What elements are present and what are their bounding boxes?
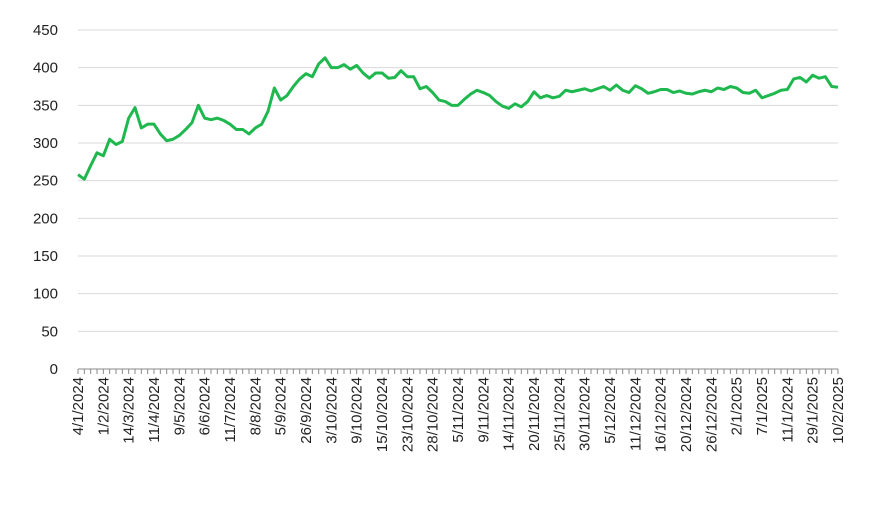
x-tick-label: 16/12/2024 — [653, 377, 670, 452]
x-tick-label: 20/11/2024 — [526, 377, 543, 451]
x-tick-label: 11/1/2024 — [779, 377, 796, 443]
y-tick-label: 350 — [33, 97, 58, 114]
y-tick-label: 200 — [33, 210, 58, 227]
x-tick-label: 9/11/2024 — [475, 377, 492, 443]
data-line — [77, 56, 839, 181]
x-tick-label: 26/9/2024 — [298, 377, 315, 444]
y-tick-label: 300 — [33, 135, 58, 152]
x-tick-label: 7/1/2025 — [754, 377, 771, 435]
x-tick-label: 25/11/2024 — [551, 377, 568, 451]
x-tick-label: 5/9/2024 — [273, 377, 290, 435]
x-tick-label: 28/10/2024 — [425, 377, 442, 452]
y-tick-label: 250 — [33, 173, 58, 190]
x-tick-label: 9/5/2024 — [171, 377, 188, 435]
y-tick-label: 0 — [50, 361, 58, 378]
x-tick-label: 10/2/2025 — [830, 377, 847, 444]
x-tick-label: 4/1/2024 — [70, 377, 87, 435]
x-tick-label: 11/12/2024 — [627, 377, 644, 451]
x-tick-label: 6/6/2024 — [197, 377, 214, 435]
y-tick-label: 50 — [41, 323, 58, 340]
x-tick-label: 14/11/2024 — [501, 377, 518, 451]
x-tick-label: 11/7/2024 — [222, 377, 239, 443]
x-tick-label: 20/12/2024 — [678, 377, 695, 452]
y-tick-label: 400 — [33, 60, 58, 77]
x-tick-label: 1/2/2024 — [95, 377, 112, 435]
x-tick-label: 14/3/2024 — [121, 377, 138, 444]
y-tick-label: 150 — [33, 248, 58, 265]
x-tick-label: 9/10/2024 — [349, 377, 366, 444]
x-tick-label: 30/11/2024 — [577, 377, 594, 451]
y-tick-label: 100 — [33, 286, 58, 303]
x-tick-label: 26/12/2024 — [703, 377, 720, 452]
x-tick-label: 5/11/2024 — [450, 377, 467, 443]
y-tick-label: 450 — [33, 22, 58, 39]
x-tick-label: 3/10/2024 — [323, 377, 340, 444]
x-tick-label: 23/10/2024 — [399, 377, 416, 452]
x-tick-label: 11/4/2024 — [146, 377, 163, 443]
x-tick-label: 29/1/2025 — [805, 377, 822, 444]
x-tick-label: 8/8/2024 — [247, 377, 264, 435]
x-tick-label: 5/12/2024 — [602, 377, 619, 444]
x-tick-label: 2/1/2025 — [729, 377, 746, 435]
x-tick-label: 15/10/2024 — [374, 377, 391, 452]
